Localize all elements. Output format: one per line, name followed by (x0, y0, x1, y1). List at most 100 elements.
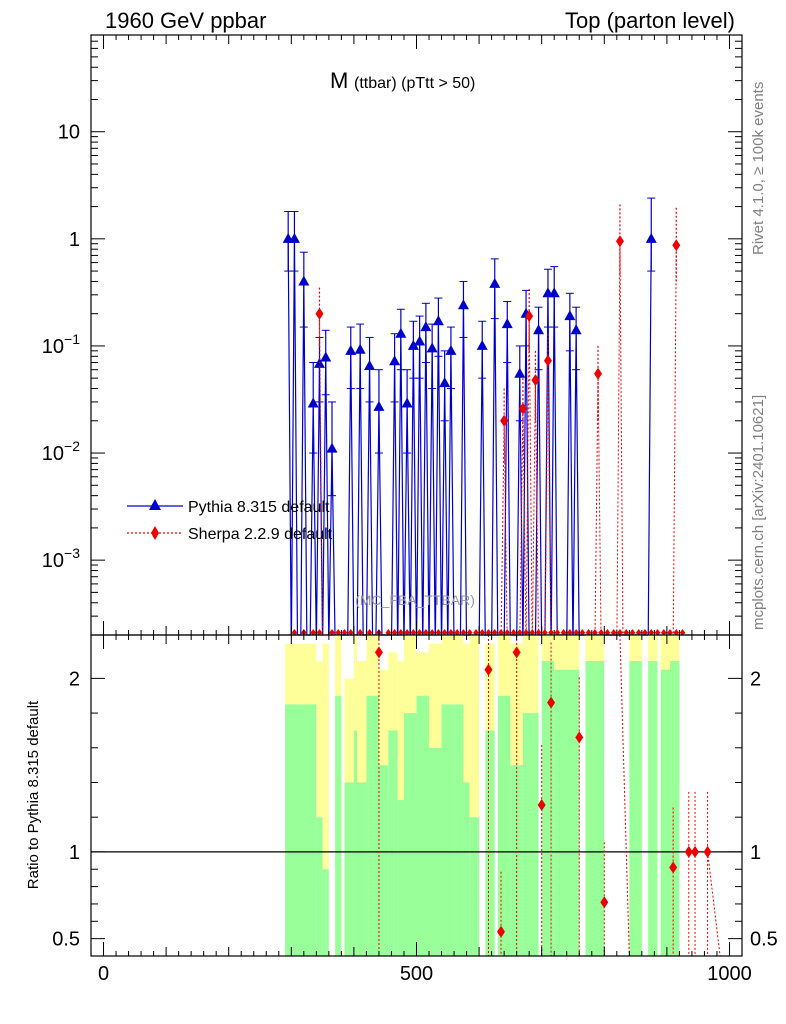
ratio-outer-band (357, 661, 367, 783)
ratio-outer-band (397, 661, 404, 800)
main-data-layer (282, 197, 686, 636)
floor-marker (610, 629, 617, 635)
sherpa-data-point (525, 310, 534, 323)
pythia-data-point (373, 400, 385, 411)
ratio-outer-band (441, 635, 455, 705)
pythia-data-point (514, 367, 526, 378)
ratio-inner-band (378, 765, 389, 956)
legend-sherpa-label: Sherpa 2.2.9 default (188, 526, 333, 543)
pythia-data-point (364, 359, 376, 370)
pythia-data-point (326, 442, 338, 453)
floor-marker (466, 629, 473, 635)
ratio-outer-band (366, 635, 379, 696)
ratio-inner-band (416, 695, 430, 956)
ratio-inner-band (463, 782, 470, 956)
floor-marker (291, 629, 298, 635)
ratio-inner-band (316, 817, 323, 956)
ratio-inner-band (648, 661, 658, 956)
floor-marker (335, 629, 342, 635)
x-tick-label: 500 (400, 963, 433, 985)
floor-marker (485, 629, 492, 635)
pythia-data-point (420, 321, 432, 332)
ratio-y-tick-label-left: 2 (69, 668, 80, 690)
floor-marker (660, 629, 667, 635)
pythia-data-point (645, 232, 657, 243)
pythia-data-point (445, 344, 457, 355)
ratio-inner-band (522, 713, 539, 956)
ratio-data-point (512, 646, 521, 659)
ratio-series-line (619, 634, 630, 957)
ratio-outer-band (353, 635, 358, 731)
ratio-outer-band (388, 652, 398, 731)
ratio-inner-band (585, 661, 605, 956)
floor-marker (491, 629, 498, 635)
y-tick-label: 10−2 (42, 438, 80, 465)
floor-marker (328, 629, 335, 635)
ratio-y-tick-label-right: 2 (750, 668, 761, 690)
pythia-data-point (570, 324, 582, 335)
ratio-data-point (537, 799, 546, 812)
floor-marker (635, 629, 642, 635)
ratio-data-point (684, 845, 693, 858)
pythia-data-point (389, 355, 401, 366)
sherpa-data-point (594, 367, 603, 380)
ratio-outer-band (469, 635, 480, 818)
y-tick-label: 10 (58, 122, 80, 144)
ratio-outer-band (344, 678, 354, 783)
floor-marker (541, 629, 548, 635)
floor-marker (548, 629, 555, 635)
floor-marker (516, 629, 523, 635)
floor-marker (316, 629, 323, 635)
ratio-data-point (669, 861, 678, 874)
ratio-outer-band (429, 643, 442, 748)
floor-marker (667, 629, 674, 635)
ratio-outer-band (316, 661, 323, 818)
floor-marker (435, 629, 442, 635)
ratio-outer-band (285, 643, 317, 705)
floor-marker (447, 629, 454, 635)
floor-marker (347, 629, 354, 635)
ratio-inner-band (388, 730, 398, 956)
pythia-data-point (432, 315, 444, 326)
floor-marker (629, 629, 636, 635)
legend-sherpa-marker (151, 526, 159, 540)
floor-marker (623, 629, 630, 635)
ratio-outer-band (403, 635, 417, 714)
pythia-data-point (501, 318, 513, 329)
legend-pythia-marker (149, 499, 161, 510)
sherpa-series-line (318, 241, 677, 636)
ratio-y-tick-label-right: 1 (750, 842, 761, 864)
analysis-watermark: (MC_FBA_TTBAR) (355, 592, 475, 608)
ratio-data-point (575, 731, 584, 744)
pythia-data-point (476, 339, 488, 350)
ratio-inner-band (366, 695, 379, 956)
floor-marker (604, 629, 611, 635)
ratio-data-point (547, 696, 556, 709)
ratio-inner-band (357, 782, 367, 956)
pythia-data-point (564, 310, 576, 321)
floor-marker (366, 629, 373, 635)
plot-title-observable: M (330, 68, 348, 93)
x-tick-label: 1000 (707, 963, 752, 985)
main-axis-ticks: 1 10 10−1 10−2 10−3 (42, 34, 742, 636)
main-plot-frame (90, 34, 743, 636)
ratio-plot-panel: 0.5 0.5 1 1 2 2 0 500 1000 Ratio to Pythia 8.315… (25, 634, 778, 985)
floor-marker (598, 629, 605, 635)
ratio-outer-band (485, 643, 495, 731)
ratio-outer-band (554, 635, 580, 670)
ratio-inner-band (322, 869, 329, 956)
pythia-data-point (426, 342, 438, 353)
pythia-data-point (298, 275, 310, 286)
ratio-inner-band (353, 730, 358, 956)
ratio-outer-band (629, 635, 642, 662)
x-tick-label: 0 (98, 963, 109, 985)
pythia-data-point (307, 397, 319, 408)
floor-marker (310, 629, 317, 635)
ratio-y-tick-label-right: 0.5 (750, 929, 778, 951)
ratio-data-point (374, 646, 383, 659)
floor-marker (679, 629, 686, 635)
ratio-inner-band (285, 704, 317, 956)
y-tick-label: 10−1 (42, 331, 80, 358)
ratio-data-point (484, 663, 493, 676)
ratio-outer-band (335, 635, 342, 696)
